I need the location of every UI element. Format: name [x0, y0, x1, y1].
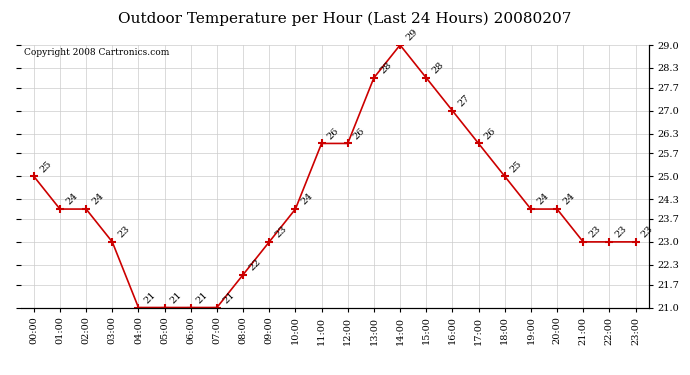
Text: 23: 23 — [640, 225, 655, 240]
Text: 24: 24 — [90, 192, 106, 207]
Text: 29: 29 — [404, 28, 420, 43]
Text: 25: 25 — [509, 159, 524, 174]
Text: 24: 24 — [535, 192, 550, 207]
Text: 24: 24 — [64, 192, 79, 207]
Text: Copyright 2008 Cartronics.com: Copyright 2008 Cartronics.com — [24, 48, 169, 57]
Text: Outdoor Temperature per Hour (Last 24 Hours) 20080207: Outdoor Temperature per Hour (Last 24 Ho… — [118, 11, 572, 26]
Text: 26: 26 — [352, 126, 367, 141]
Text: 21: 21 — [143, 290, 158, 305]
Text: 23: 23 — [613, 225, 629, 240]
Text: 27: 27 — [457, 93, 472, 108]
Text: 23: 23 — [117, 225, 132, 240]
Text: 28: 28 — [378, 60, 393, 76]
Text: 21: 21 — [221, 290, 236, 305]
Text: 25: 25 — [38, 159, 53, 174]
Text: 26: 26 — [483, 126, 497, 141]
Text: 28: 28 — [431, 60, 446, 76]
Text: 26: 26 — [326, 126, 341, 141]
Text: 23: 23 — [273, 225, 288, 240]
Text: 21: 21 — [195, 290, 210, 305]
Text: 24: 24 — [299, 192, 315, 207]
Text: 22: 22 — [247, 257, 262, 273]
Text: 23: 23 — [587, 225, 602, 240]
Text: 21: 21 — [169, 290, 184, 305]
Text: 24: 24 — [561, 192, 576, 207]
